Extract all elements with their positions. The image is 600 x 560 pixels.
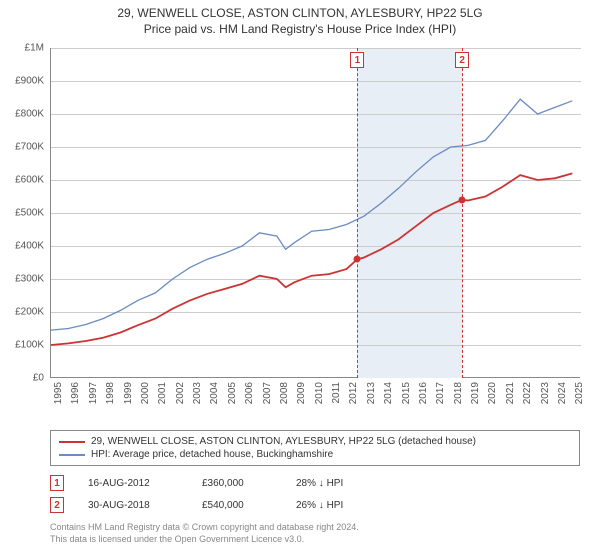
x-axis-label: 1995 bbox=[53, 382, 64, 404]
y-axis-label: £0 bbox=[0, 373, 44, 384]
y-axis-label: £1M bbox=[0, 43, 44, 54]
x-axis-label: 1997 bbox=[88, 382, 99, 404]
x-axis-label: 2015 bbox=[401, 382, 412, 404]
y-axis-label: £900K bbox=[0, 76, 44, 87]
footer-line-1: Contains HM Land Registry data © Crown c… bbox=[50, 522, 359, 534]
event-date: 30-AUG-2018 bbox=[88, 500, 178, 511]
footer-line-2: This data is licensed under the Open Gov… bbox=[50, 534, 359, 546]
chart-title: 29, WENWELL CLOSE, ASTON CLINTON, AYLESB… bbox=[0, 0, 600, 22]
x-axis-label: 2002 bbox=[175, 382, 186, 404]
event-date: 16-AUG-2012 bbox=[88, 478, 178, 489]
series-hpi bbox=[51, 99, 572, 330]
x-axis-label: 2014 bbox=[383, 382, 394, 404]
plot-region: 12 bbox=[50, 48, 580, 378]
x-axis-label: 2013 bbox=[366, 382, 377, 404]
legend-item-property: 29, WENWELL CLOSE, ASTON CLINTON, AYLESB… bbox=[59, 435, 571, 448]
x-axis-label: 2009 bbox=[296, 382, 307, 404]
x-axis-label: 2023 bbox=[540, 382, 551, 404]
y-axis-label: £400K bbox=[0, 241, 44, 252]
legend-label-property: 29, WENWELL CLOSE, ASTON CLINTON, AYLESB… bbox=[91, 436, 476, 447]
y-axis-label: £200K bbox=[0, 307, 44, 318]
chart-container: 29, WENWELL CLOSE, ASTON CLINTON, AYLESB… bbox=[0, 0, 600, 560]
x-axis-label: 2021 bbox=[505, 382, 516, 404]
series-property bbox=[51, 173, 572, 345]
chart-lines bbox=[51, 48, 581, 378]
x-axis-label: 2024 bbox=[557, 382, 568, 404]
event-delta: 26% ↓ HPI bbox=[296, 500, 386, 511]
legend: 29, WENWELL CLOSE, ASTON CLINTON, AYLESB… bbox=[50, 430, 580, 466]
event-marker-box: 2 bbox=[455, 52, 469, 68]
y-axis-label: £700K bbox=[0, 142, 44, 153]
event-price: £360,000 bbox=[202, 478, 272, 489]
legend-swatch-hpi bbox=[59, 454, 85, 456]
legend-swatch-property bbox=[59, 441, 85, 443]
y-axis-label: £300K bbox=[0, 274, 44, 285]
event-delta: 28% ↓ HPI bbox=[296, 478, 386, 489]
event-marker-2: 2 bbox=[50, 497, 64, 513]
x-axis-label: 1996 bbox=[70, 382, 81, 404]
x-axis-label: 2025 bbox=[574, 382, 585, 404]
x-axis-label: 2001 bbox=[157, 382, 168, 404]
chart-area: 12 £0£100K£200K£300K£400K£500K£600K£700K… bbox=[50, 48, 580, 418]
event-marker-1: 1 bbox=[50, 475, 64, 491]
chart-subtitle: Price paid vs. HM Land Registry's House … bbox=[0, 22, 600, 40]
x-axis-label: 2008 bbox=[279, 382, 290, 404]
x-axis-label: 2004 bbox=[209, 382, 220, 404]
x-axis-label: 2019 bbox=[470, 382, 481, 404]
y-axis-label: £500K bbox=[0, 208, 44, 219]
event-dot bbox=[354, 256, 361, 263]
x-axis-label: 2000 bbox=[140, 382, 151, 404]
event-price: £540,000 bbox=[202, 500, 272, 511]
legend-item-hpi: HPI: Average price, detached house, Buck… bbox=[59, 448, 571, 461]
x-axis-label: 2012 bbox=[348, 382, 359, 404]
x-axis-label: 2010 bbox=[314, 382, 325, 404]
event-line bbox=[462, 48, 463, 378]
event-dot bbox=[459, 196, 466, 203]
event-marker-box: 1 bbox=[350, 52, 364, 68]
legend-label-hpi: HPI: Average price, detached house, Buck… bbox=[91, 449, 333, 460]
x-axis-label: 2022 bbox=[522, 382, 533, 404]
x-axis-label: 2011 bbox=[331, 382, 342, 404]
x-axis-label: 2020 bbox=[487, 382, 498, 404]
y-axis-label: £100K bbox=[0, 340, 44, 351]
x-axis-label: 1998 bbox=[105, 382, 116, 404]
x-axis-label: 2017 bbox=[435, 382, 446, 404]
y-axis-label: £800K bbox=[0, 109, 44, 120]
event-line bbox=[357, 48, 358, 378]
x-axis-label: 2003 bbox=[192, 382, 203, 404]
events-table: 1 16-AUG-2012 £360,000 28% ↓ HPI 2 30-AU… bbox=[50, 472, 580, 516]
x-axis-label: 2007 bbox=[262, 382, 273, 404]
x-axis-label: 2006 bbox=[244, 382, 255, 404]
x-axis-label: 2018 bbox=[453, 382, 464, 404]
event-row: 2 30-AUG-2018 £540,000 26% ↓ HPI bbox=[50, 494, 580, 516]
x-axis-label: 1999 bbox=[123, 382, 134, 404]
footer: Contains HM Land Registry data © Crown c… bbox=[50, 522, 359, 545]
x-axis-label: 2016 bbox=[418, 382, 429, 404]
y-axis-label: £600K bbox=[0, 175, 44, 186]
event-row: 1 16-AUG-2012 £360,000 28% ↓ HPI bbox=[50, 472, 580, 494]
x-axis-label: 2005 bbox=[227, 382, 238, 404]
